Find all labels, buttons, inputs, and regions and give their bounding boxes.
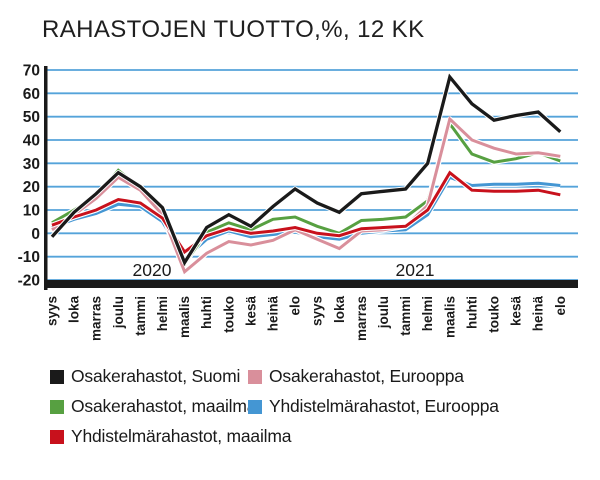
x-axis-tick-label: loka [67,296,82,324]
legend-item-osakerahastot-suomi: Osakerahastot, Suomi [50,366,248,387]
legend-row: Osakerahastot, maailma Yhdistelmärahasto… [50,396,590,417]
x-axis-tick-label: loka [332,296,347,324]
legend-swatch-pink [248,369,262,384]
year-label: 2020 [133,260,172,280]
legend-swatch-red [50,429,64,444]
series-line-1 [50,73,562,267]
x-axis-tick-label: kesä [243,296,258,327]
chart-legend: Osakerahastot, Suomi Osakerahastot, Euro… [50,366,590,456]
x-axis-tick-label: kesä [509,296,524,327]
x-axis-tick-label: heinä [266,296,281,332]
legend-swatch-green [50,399,64,414]
x-axis-tick-label: helmi [155,296,170,331]
legend-label: Osakerahastot, Suomi [71,366,241,386]
y-axis-tick-label: 50 [23,109,40,126]
y-axis-tick-label: 70 [23,63,40,80]
x-axis-tick-label: huhti [199,296,214,329]
x-axis-tick-label: maalis [177,296,192,338]
year-label: 2021 [396,260,435,280]
legend-item-osakerahastot-eurooppa: Osakerahastot, Eurooppa [248,366,464,387]
legend-label: Yhdistelmärahastot, maailma [71,426,292,446]
legend-label: Osakerahastot, Eurooppa [269,366,464,386]
legend-item-yhdistelmarahastot-maailma: Yhdistelmärahastot, maailma [50,426,291,447]
x-axis-tick-label: elo [288,296,303,316]
legend-row: Osakerahastot, Suomi Osakerahastot, Euro… [50,366,590,387]
x-axis-tick-label: joulu [111,296,126,329]
x-axis-tick-label: marras [354,296,369,341]
x-axis-tick-label: tammi [398,296,413,336]
x-axis-tick-label: marras [89,296,104,341]
x-axis-tick-label: syys [310,296,325,326]
x-axis-tick-label: touko [487,296,502,333]
legend-label: Yhdistelmärahastot, Eurooppa [269,396,499,416]
x-axis-bar [44,280,578,288]
y-axis-tick-label: 60 [23,86,40,103]
line-chart: 70 60 50 40 30 20 10 0 -10 -20 syys loka marras joulu… [18,63,578,341]
series-line-5 [51,170,561,255]
legend-label: Osakerahastot, maailma [71,396,257,416]
x-axis-tick-label: huhti [464,296,479,329]
legend-item-yhdistelmarahastot-eurooppa: Yhdistelmärahastot, Eurooppa [248,396,499,417]
legend-row: Yhdistelmärahastot, maailma [50,426,590,447]
x-axis-tick-label: helmi [420,296,435,331]
y-axis-tick-label: 20 [23,179,40,196]
series-line-2 [51,116,561,275]
x-axis-tick-label: heinä [531,296,546,332]
y-axis-tick-label: -10 [18,249,40,266]
legend-item-osakerahastot-maailma: Osakerahastot, maailma [50,396,256,417]
x-axis-tick-label: touko [221,296,236,333]
x-axis-tick-label: elo [553,296,568,316]
y-axis-tick-label: 30 [23,156,40,173]
y-axis-tick-label: -20 [18,273,40,290]
y-axis-spine [44,66,48,290]
x-axis-tick-label: tammi [133,296,148,336]
y-axis-tick-label: 40 [23,133,40,150]
x-axis-tick-label: syys [45,296,60,326]
y-axis-tick-label: 10 [23,203,40,220]
y-axis-tick-label: 0 [31,226,40,243]
legend-swatch-blue [248,399,262,414]
legend-swatch-black [50,369,64,384]
x-axis-tick-label: maalis [442,296,457,338]
x-axis-tick-label: joulu [376,296,391,329]
page-title: RAHASTOJEN TUOTTO,%, 12 KK [42,16,425,43]
